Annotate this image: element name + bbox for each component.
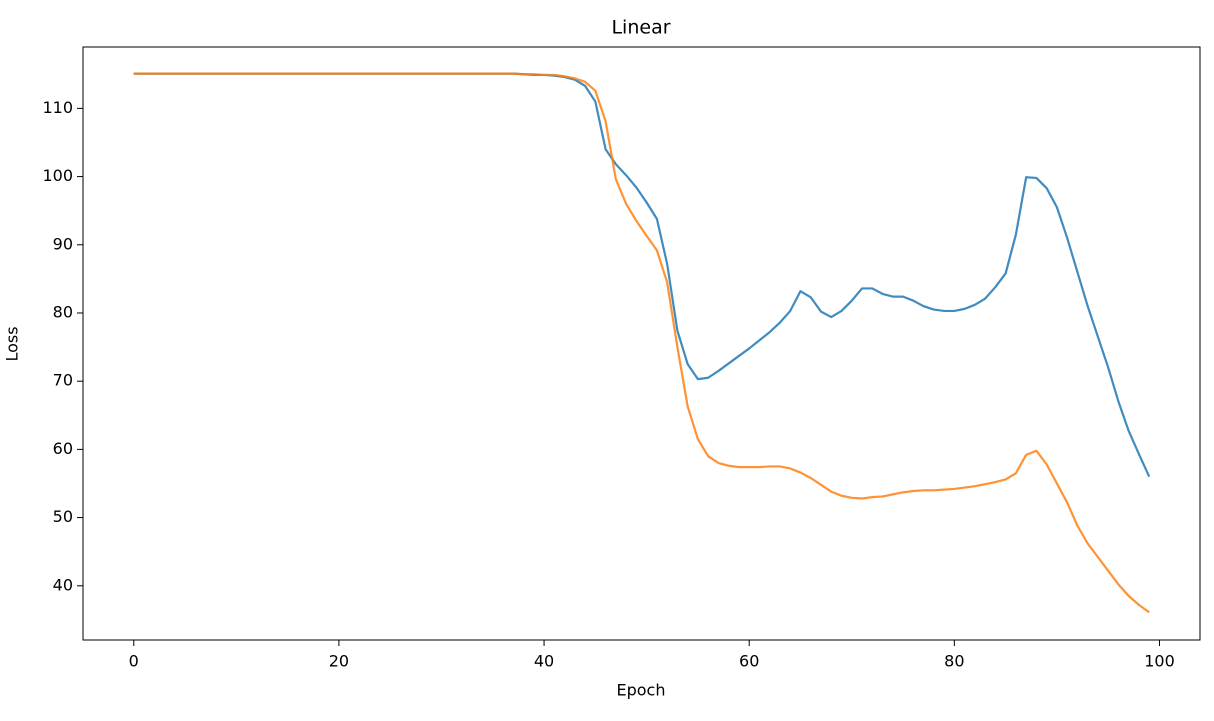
x-tick-label: 0 [129, 652, 139, 671]
x-tick-label: 100 [1144, 652, 1175, 671]
y-tick-label: 100 [42, 166, 73, 185]
line-series [133, 72, 1150, 614]
line-series [133, 72, 1151, 478]
y-tick-label: 40 [53, 575, 73, 594]
x-tick-label: 40 [534, 652, 554, 671]
x-tick-label: 80 [944, 652, 964, 671]
y-tick-label: 70 [53, 371, 73, 390]
y-axis-label: Loss [3, 326, 22, 361]
x-tick-label: 60 [739, 652, 759, 671]
y-tick-label: 50 [53, 507, 73, 526]
chart-title: Linear [611, 17, 670, 39]
y-tick-label: 90 [53, 234, 73, 253]
y-tick-label: 110 [42, 98, 73, 117]
x-tick-label: 20 [329, 652, 349, 671]
plot-frame [82, 46, 1201, 641]
x-axis-label: Epoch [617, 681, 666, 700]
y-tick-label: 60 [53, 439, 73, 458]
y-tick-label: 80 [53, 302, 73, 321]
